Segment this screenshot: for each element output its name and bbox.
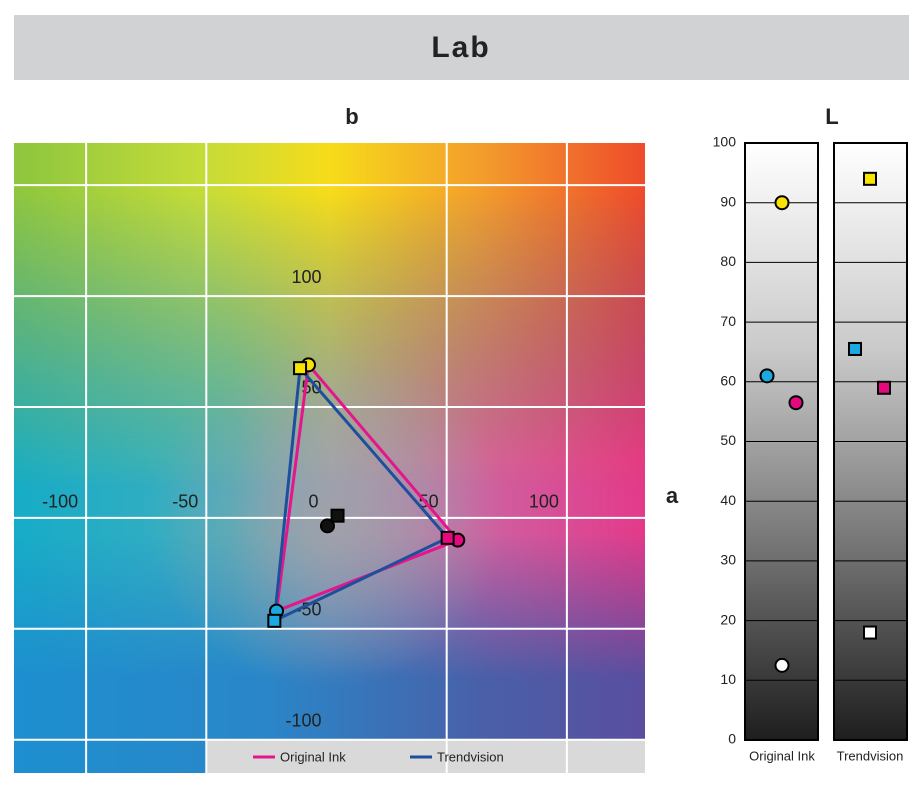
- chart-title: Lab: [431, 31, 490, 64]
- y-tick-label: 50: [720, 432, 736, 448]
- y-tick-label: 0: [728, 731, 736, 747]
- column-label: Trendvision: [837, 748, 904, 763]
- y-tick-label: 90: [720, 193, 736, 209]
- gamut-outline: [274, 361, 461, 614]
- x-tick-label: 50: [419, 492, 439, 512]
- x-tick-label: 100: [529, 492, 559, 512]
- y-tick-label: 20: [720, 611, 736, 627]
- gamut-outline: [272, 364, 451, 624]
- lightness-point: [774, 657, 790, 673]
- ab-point: [293, 361, 308, 376]
- lightness-point: [774, 195, 790, 211]
- y-tick-label: -50: [295, 600, 321, 620]
- axis-label: L: [825, 104, 838, 129]
- lightness-point: [788, 395, 804, 411]
- legend-label: Original Ink: [280, 749, 346, 764]
- column-label: Original Ink: [749, 748, 815, 763]
- ab-point: [330, 508, 345, 523]
- y-tick-label: 30: [720, 552, 736, 568]
- ab-point: [440, 530, 455, 545]
- y-tick-label: 40: [720, 492, 736, 508]
- y-tick-label: 100: [291, 267, 321, 287]
- lightness-point: [863, 171, 877, 186]
- y-tick-label: 70: [720, 313, 736, 329]
- y-tick-label: 10: [720, 671, 736, 687]
- y-tick-label: -100: [285, 710, 321, 730]
- ab-point: [267, 613, 282, 628]
- title-banner: [14, 15, 909, 80]
- x-tick-label: 0: [308, 492, 318, 512]
- x-tick-label: -50: [172, 492, 198, 512]
- legend-label: Trendvision: [437, 749, 504, 764]
- y-tick-label: 100: [713, 134, 737, 150]
- lightness-point: [759, 368, 775, 384]
- lightness-point: [877, 380, 891, 395]
- axis-label: b: [345, 104, 358, 129]
- lightness-point: [863, 625, 877, 640]
- x-tick-label: -100: [42, 492, 78, 512]
- axis-label: a: [666, 483, 679, 508]
- y-tick-label: 60: [720, 373, 736, 389]
- y-tick-label: 80: [720, 253, 736, 269]
- lightness-point: [848, 341, 862, 356]
- ab-background: [14, 143, 645, 773]
